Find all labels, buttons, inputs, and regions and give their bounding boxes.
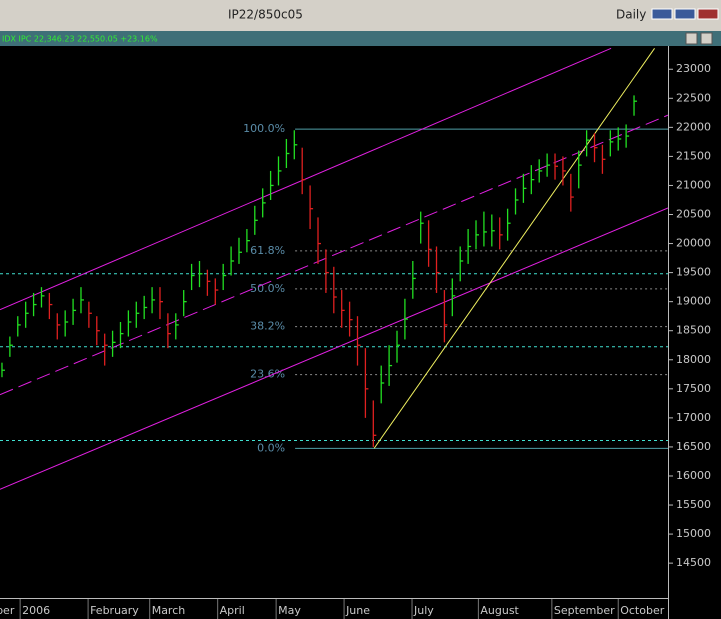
trend-line bbox=[373, 48, 655, 449]
y-tick-label: 15500 bbox=[676, 498, 711, 511]
window-button[interactable] bbox=[674, 8, 696, 20]
y-tick-label: 22000 bbox=[676, 120, 711, 133]
y-tick-label: 19000 bbox=[676, 295, 711, 308]
y-tick-label: 20000 bbox=[676, 237, 711, 250]
plot-area bbox=[0, 46, 668, 598]
x-tick-label: September bbox=[554, 604, 615, 617]
fib-label: 38.2% bbox=[250, 320, 285, 333]
y-tick-label: 14500 bbox=[676, 556, 711, 569]
y-tick-label: 23000 bbox=[676, 62, 711, 75]
x-tick-label: October bbox=[620, 604, 664, 617]
y-tick-label: 18500 bbox=[676, 324, 711, 337]
quote-text: IDX IPC 22,346.23 22,550.05 +23.16% bbox=[2, 35, 158, 44]
plot: 100.0% 61.8% 50.0% 38.2% 23.6% 0.0% bbox=[0, 47, 668, 490]
x-tick-label: July bbox=[413, 604, 434, 617]
close-button[interactable] bbox=[700, 32, 713, 45]
y-tick-label: 21500 bbox=[676, 149, 711, 162]
x-tick-label: August bbox=[480, 604, 519, 617]
x-tick-label: June bbox=[345, 604, 370, 617]
trend-line bbox=[0, 47, 612, 311]
title-bar bbox=[0, 0, 721, 31]
fib-label: 50.0% bbox=[250, 282, 285, 295]
fib-label: 100.0% bbox=[243, 122, 285, 135]
trend-line bbox=[0, 114, 668, 396]
y-tick-label: 17000 bbox=[676, 411, 711, 424]
y-tick-label: 17500 bbox=[676, 382, 711, 395]
restore-button[interactable] bbox=[685, 32, 698, 45]
fib-label: 23.6% bbox=[250, 368, 285, 381]
y-tick-label: 16000 bbox=[676, 469, 711, 482]
y-tick-label: 20500 bbox=[676, 208, 711, 221]
x-tick-label: 2006 bbox=[22, 604, 50, 617]
fib-label: 61.8% bbox=[250, 244, 285, 257]
y-tick-label: 19500 bbox=[676, 266, 711, 279]
x-tick-label: March bbox=[152, 604, 186, 617]
quote-bar bbox=[0, 31, 721, 46]
window-title: IP22/850c05 bbox=[228, 8, 303, 22]
window-button[interactable] bbox=[697, 8, 719, 20]
x-tick-label: ber bbox=[0, 604, 15, 617]
window-button[interactable] bbox=[651, 8, 673, 20]
period-label: Daily bbox=[616, 8, 646, 22]
y-tick-label: 21000 bbox=[676, 178, 711, 191]
x-tick-label: April bbox=[220, 604, 245, 617]
y-tick-label: 15000 bbox=[676, 527, 711, 540]
x-tick-label: February bbox=[90, 604, 139, 617]
x-tick-label: May bbox=[278, 604, 301, 617]
y-tick-label: 18000 bbox=[676, 353, 711, 366]
y-tick-label: 16500 bbox=[676, 440, 711, 453]
trend-line bbox=[0, 207, 668, 490]
y-tick-label: 22500 bbox=[676, 91, 711, 104]
fib-label: 0.0% bbox=[257, 441, 285, 454]
